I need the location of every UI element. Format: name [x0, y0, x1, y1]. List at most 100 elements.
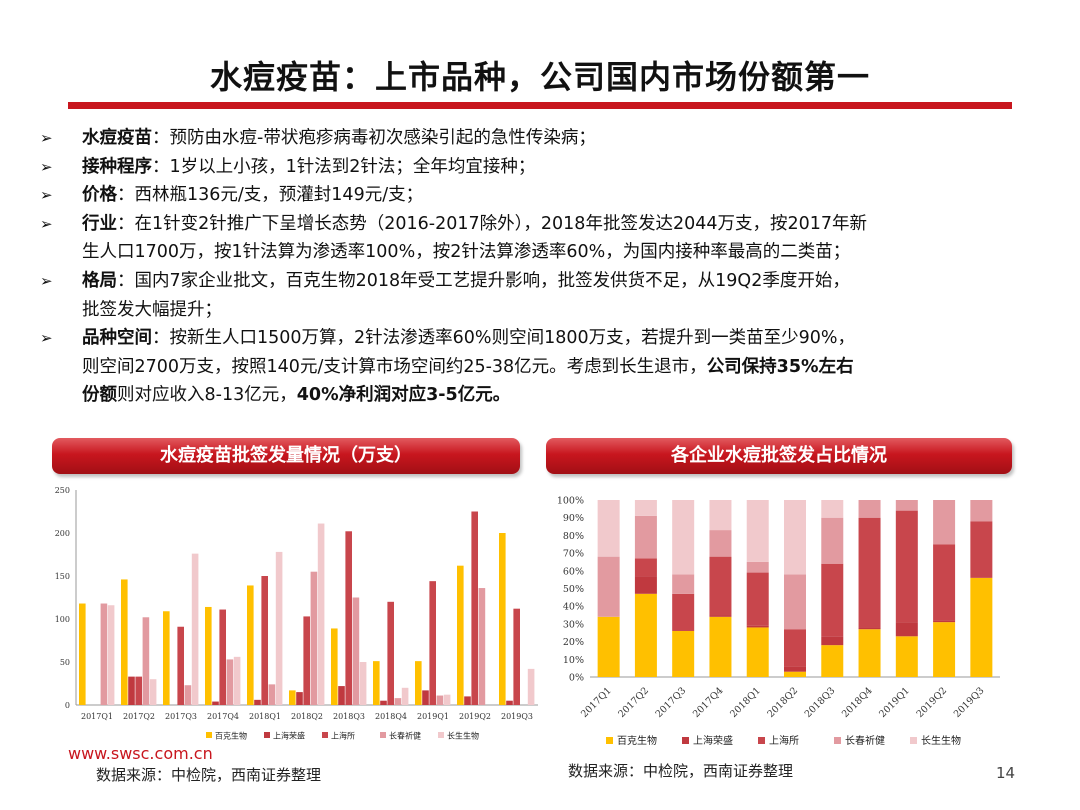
bar: [471, 511, 478, 705]
x-tick-label: 2017Q1: [81, 712, 113, 721]
bullet-list: ➢ 水痘疫苗：预防由水痘-带状疱疹病毒初次感染引起的急性传染病； ➢ 接种程序：1岁以…: [40, 124, 1040, 410]
x-tick-label: 2018Q4: [375, 712, 407, 721]
bullet-bold-text: 份额: [82, 385, 117, 406]
y-tick-label: 80%: [563, 531, 584, 542]
y-tick-label: 90%: [563, 513, 584, 524]
bar: [163, 611, 170, 705]
legend-swatch: [438, 732, 444, 738]
stacked-bar-segment: [821, 645, 844, 677]
bullet-bold-text: 价格: [82, 185, 117, 206]
legend-swatch: [606, 737, 613, 744]
stacked-bar-segment: [784, 666, 806, 672]
bar: [345, 531, 352, 705]
y-tick-label: 200: [55, 529, 70, 538]
bar: [177, 626, 184, 705]
bar: [352, 597, 360, 705]
bar: [128, 676, 135, 705]
stacked-bar-segment: [821, 500, 844, 518]
right-stacked-chart: 0%10%20%30%40%50%60%70%80%90%100%2017Q1 2…: [557, 496, 1000, 747]
stacked-bar-segment: [970, 500, 993, 522]
bullet-plain-text: ：预防由水痘-带状疱疹病毒初次感染引起的急性传染病；: [152, 128, 596, 148]
bar: [513, 608, 520, 705]
y-tick-label: 150: [55, 572, 70, 581]
y-tick-label: 0: [65, 701, 70, 710]
bar: [107, 605, 115, 705]
bar: [331, 628, 338, 705]
y-tick-label: 30%: [563, 619, 584, 630]
stacked-bar-segment: [634, 558, 657, 577]
x-tick-label: 2018Q2: [291, 712, 323, 721]
bar: [422, 690, 429, 705]
bar: [359, 662, 367, 705]
x-tick-label: 2019Q3: [501, 712, 533, 721]
left-panel-header: 水痘疫苗批签发量情况（万支）: [52, 438, 520, 474]
x-tick-label: 2019Q2: [915, 685, 950, 720]
bullet-text: 批签发大幅提升；: [82, 296, 222, 325]
x-tick-label: 2017Q2: [123, 712, 155, 721]
legend-label: 上海所: [769, 734, 799, 747]
stacked-bar-segment: [746, 627, 769, 677]
bullet-line: ➢ 价格：西林瓶136元/支，预灌封149元/支；: [40, 181, 1040, 210]
bar: [394, 698, 402, 705]
y-tick-label: 250: [55, 486, 70, 495]
bar: [268, 684, 276, 705]
bar: [135, 676, 142, 705]
bullet-plain-text: ：西林瓶136元/支，预灌封149元/支；: [117, 185, 424, 206]
stacked-bar-segment: [858, 500, 881, 518]
bullet-plain-text: 则空间2700万支，按照140元/支计算市场空间约25-38亿元。考虑到长生退市…: [82, 356, 707, 377]
bullet-plain-text: ：在1针变2针推广下呈增长态势（2016-2017除外），2018年批签发达20…: [117, 213, 868, 234]
legend-swatch: [834, 737, 841, 744]
bar: [457, 565, 464, 705]
bullet-bold-text: 水痘疫苗: [82, 128, 152, 148]
bar: [254, 699, 261, 705]
stacked-bar-segment: [933, 622, 956, 677]
stacked-bar-segment: [672, 593, 695, 631]
source-left: 数据来源：中检院，西南证券整理: [96, 766, 322, 784]
page-title: 水痘疫苗：上市品种，公司国内市场份额第一: [209, 58, 870, 96]
legend-swatch: [206, 732, 212, 738]
bar: [219, 609, 226, 705]
x-tick-label: 2019Q1: [417, 712, 449, 721]
bar: [415, 661, 422, 705]
stacked-bar-segment: [634, 515, 657, 559]
bar: [100, 603, 108, 705]
legend-swatch: [910, 737, 917, 744]
bar: [317, 523, 325, 705]
legend-swatch: [682, 737, 689, 744]
bar: [184, 685, 192, 705]
bullet-line: 则空间2700万支，按照140元/支计算市场空间约25-38亿元。考虑到长生退市…: [40, 353, 1040, 382]
x-tick-label: 2018Q2: [765, 685, 800, 720]
bullet-plain-text: 生人口1700万，按1针法算为渗透率100%，按2针法算渗透率60%，为国内接种…: [82, 242, 851, 263]
stacked-bar-segment: [784, 629, 806, 667]
bullet-arrow-icon: ➢: [40, 214, 53, 233]
y-tick-label: 0%: [569, 673, 584, 684]
bullet-arrow-icon: [40, 353, 82, 382]
title-underline: [68, 102, 1012, 109]
bullet-text: 则空间2700万支，按照140元/支计算市场空间约25-38亿元。考虑到长生退市…: [82, 353, 854, 382]
bullet-text: 份额则对应收入8-13亿元，40%净利润对应3-5亿元。: [82, 381, 510, 410]
stacked-bar-segment: [709, 500, 732, 531]
bar: [506, 700, 513, 705]
bar: [443, 694, 451, 705]
bar: [121, 579, 128, 705]
bar: [205, 606, 212, 705]
legend-label: 上海所: [331, 731, 355, 741]
bullet-plain-text: ：国内7家企业批文，百克生物2018年受工艺提升影响，批签发供货不足，从19Q2…: [117, 270, 850, 291]
bullet-arrow-icon: ➢: [40, 329, 53, 348]
stacked-bar-segment: [784, 574, 806, 630]
y-tick-label: 50%: [563, 584, 584, 595]
stacked-bar-segment: [672, 500, 695, 575]
y-tick-label: 100%: [557, 496, 584, 507]
stacked-bar-segment: [970, 577, 993, 677]
bar: [401, 687, 409, 705]
bullet-plain-text: ：按新生人口1500万算，2针法渗透率60%则空间1800万支，若提升到一类苗至…: [152, 328, 855, 349]
x-tick-label: 2018Q4: [840, 685, 875, 720]
legend-label: 长春祈健: [845, 735, 885, 747]
y-tick-label: 50: [60, 658, 70, 667]
x-tick-label: 2017Q1: [579, 685, 614, 720]
stacked-bar-segment: [821, 636, 844, 646]
stacked-bar-segment: [895, 636, 918, 677]
stacked-bar-segment: [895, 500, 918, 511]
bar: [191, 553, 199, 705]
bullet-line: ➢ 格局：国内7家企业批文，百克生物2018年受工艺提升影响，批签发供货不足，从1…: [40, 267, 1040, 296]
